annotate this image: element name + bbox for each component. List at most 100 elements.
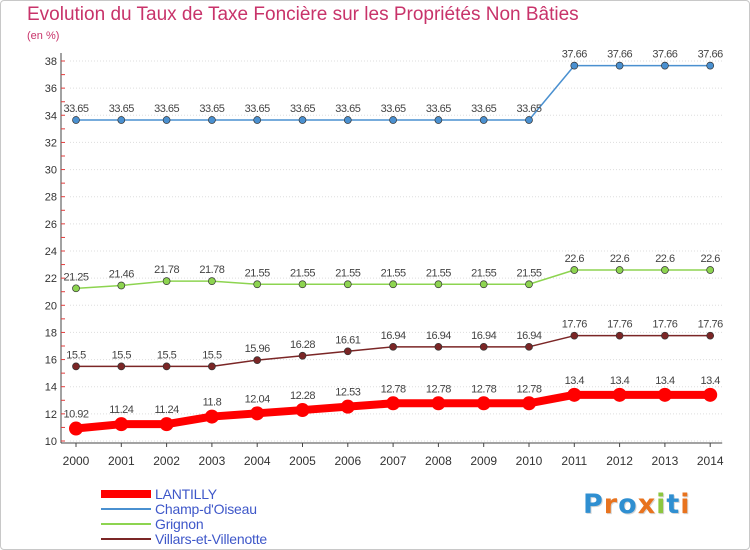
data-label-grignon: 21.55 [335,267,360,279]
x-tick-label: 2006 [334,454,361,468]
data-point-champ-d-oiseau [615,61,624,70]
data-label-villars-et-villenotte: 16.61 [335,334,360,346]
data-label-champ-d-oiseau: 33.65 [516,103,541,115]
data-point-champ-d-oiseau [298,116,307,124]
data-label-champ-d-oiseau: 37.66 [698,49,723,61]
y-unit-label: (en %) [27,30,60,42]
logo-letter: r [603,489,619,520]
x-tick-label: 2003 [199,454,226,468]
data-point-grignon [162,277,171,285]
legend-item-champ-d-oiseau: Champ-d'Oiseau [101,501,361,517]
legend-label: Champ-d'Oiseau [155,501,257,517]
data-label-champ-d-oiseau: 33.65 [63,103,88,115]
data-point-grignon [479,280,488,289]
data-label-grignon: 21.78 [154,264,179,276]
y-tick-label: 22 [45,273,57,285]
data-point-grignon [298,280,307,289]
data-label-grignon: 21.78 [199,264,224,276]
data-point-lantilly [476,396,491,411]
data-point-lantilly [431,396,446,411]
data-point-lantilly [612,387,627,402]
data-point-champ-d-oiseau [479,116,488,124]
data-point-grignon [117,281,126,290]
data-label-lantilly: 13.4 [565,375,585,387]
data-label-villars-et-villenotte: 15.5 [202,349,222,361]
data-label-grignon: 21.55 [516,267,541,279]
proxiti-logo: Proxiti [583,489,691,520]
data-label-champ-d-oiseau: 33.65 [154,103,179,115]
data-point-champ-d-oiseau [434,116,443,124]
data-label-grignon: 21.55 [426,267,451,279]
y-tick-label: 18 [45,327,57,339]
x-tick-label: 2012 [606,454,633,468]
data-label-lantilly: 12.04 [245,393,270,405]
data-point-lantilly [386,396,401,411]
data-point-villars-et-villenotte [208,362,216,371]
data-label-grignon: 21.55 [471,267,496,279]
data-label-villars-et-villenotte: 15.5 [112,349,132,361]
x-tick-label: 2000 [63,454,90,468]
data-label-villars-et-villenotte: 16.28 [290,339,315,351]
data-label-champ-d-oiseau: 33.65 [381,103,406,115]
x-tick-label: 2013 [652,454,679,468]
x-tick-label: 2004 [244,454,271,468]
data-label-champ-d-oiseau: 37.66 [652,49,677,61]
logo-letter: o [618,489,638,520]
y-tick-label: 38 [45,56,57,68]
data-point-champ-d-oiseau [72,116,80,124]
x-tick-label: 2009 [470,454,497,468]
data-label-villars-et-villenotte: 17.76 [562,319,587,331]
data-point-villars-et-villenotte [570,331,579,340]
data-label-villars-et-villenotte: 15.5 [66,349,86,361]
legend-swatch [101,538,151,540]
data-point-lantilly [295,403,310,418]
data-point-champ-d-oiseau [253,116,262,124]
data-label-grignon: 22.6 [700,253,720,265]
data-point-villars-et-villenotte [72,362,80,371]
data-point-lantilly [522,396,536,411]
y-tick-label: 24 [45,246,57,258]
logo-letter: i [656,489,667,520]
data-point-champ-d-oiseau [162,116,171,124]
x-tick-label: 2007 [380,454,407,468]
y-tick-label: 34 [45,110,57,122]
y-tick-label: 28 [45,192,57,204]
data-point-lantilly [114,417,129,432]
data-label-champ-d-oiseau: 33.65 [290,103,315,115]
y-tick-label: 16 [45,355,57,367]
x-tick-label: 2005 [289,454,316,468]
data-label-lantilly: 12.78 [471,383,496,395]
data-point-grignon [434,280,443,289]
y-tick-label: 30 [45,165,57,177]
data-label-lantilly: 12.78 [381,383,406,395]
x-tick-label: 2008 [425,454,452,468]
x-tick-label: 2014 [697,454,724,468]
y-tick-label: 32 [45,137,57,149]
legend-swatch [101,523,151,525]
data-label-grignon: 22.6 [610,253,630,265]
data-point-lantilly [703,387,718,402]
data-point-grignon [253,280,262,289]
data-label-grignon: 21.55 [290,267,315,279]
y-tick-label: 36 [45,83,57,95]
data-label-villars-et-villenotte: 17.76 [607,319,632,331]
data-point-grignon [208,277,216,285]
x-tick-label: 2010 [516,454,543,468]
legend: LANTILLY Champ-d'Oiseau Grignon Villars-et-… [101,486,361,547]
legend-label: LANTILLY [155,486,217,502]
data-point-villars-et-villenotte [615,331,624,340]
data-label-champ-d-oiseau: 37.66 [562,49,587,61]
y-tick-label: 26 [45,219,57,231]
data-label-champ-d-oiseau: 33.65 [335,103,360,115]
legend-item-villars-et-villenotte: Villars-et-Villenotte [101,531,361,547]
data-label-lantilly: 11.8 [203,397,222,409]
data-point-lantilly [657,387,672,402]
data-label-grignon: 22.6 [655,253,675,265]
data-label-lantilly: 12.28 [290,390,315,402]
x-tick-label: 2001 [108,454,135,468]
line-chart: 10 12 14 16 18 20 22 24 26 28 30 32 34 36 38 2000 2001 20… [45,49,724,468]
data-label-champ-d-oiseau: 33.65 [199,103,224,115]
data-label-villars-et-villenotte: 16.94 [381,330,406,342]
legend-swatch [101,490,151,498]
